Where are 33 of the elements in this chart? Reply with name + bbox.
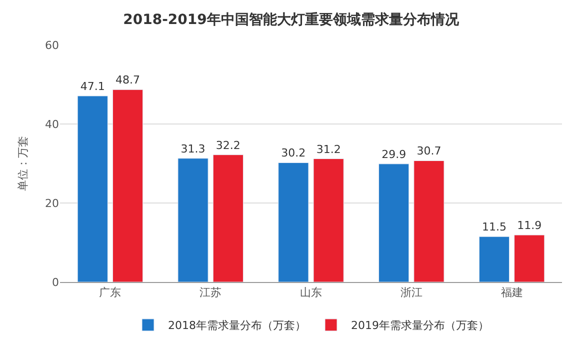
x-tick-label: 广东	[99, 286, 122, 300]
bar	[514, 234, 545, 282]
legend-label: 2018年需求量分布（万套）	[168, 319, 306, 332]
y-tick-label: 0	[52, 276, 59, 289]
y-tick-label: 20	[45, 196, 59, 210]
y-tick-label: 60	[45, 38, 59, 52]
bar	[478, 236, 510, 282]
data-label: 32.2	[216, 138, 240, 152]
legend-label: 2019年需求量分布（万套）	[351, 319, 489, 332]
data-label: 29.9	[382, 148, 406, 161]
bar	[278, 162, 309, 282]
bar	[414, 160, 444, 282]
bar	[112, 89, 144, 282]
data-label: 11.5	[482, 220, 506, 234]
data-label: 11.9	[517, 219, 542, 232]
y-tick-label: 40	[45, 118, 59, 131]
data-label: 30.7	[416, 144, 442, 158]
data-label: 30.2	[281, 146, 306, 160]
bar	[378, 164, 410, 282]
y-axis-title: 单位：万套	[16, 136, 30, 191]
data-label: 47.1	[80, 80, 105, 93]
data-label: 31.3	[180, 142, 206, 156]
data-label: 48.7	[116, 74, 140, 87]
x-tick-label: 山东	[300, 286, 322, 300]
bar	[212, 154, 244, 282]
bar	[178, 158, 208, 282]
bar	[313, 158, 344, 282]
data-label: 31.2	[316, 142, 341, 156]
x-tick-label: 福建	[500, 286, 523, 300]
bar	[77, 96, 108, 282]
x-tick-label: 浙江	[400, 286, 422, 300]
chart-title: 2018-2019年中国智能大灯重要领域需求量分布情况	[123, 12, 460, 28]
x-tick-label: 江苏	[200, 286, 222, 300]
